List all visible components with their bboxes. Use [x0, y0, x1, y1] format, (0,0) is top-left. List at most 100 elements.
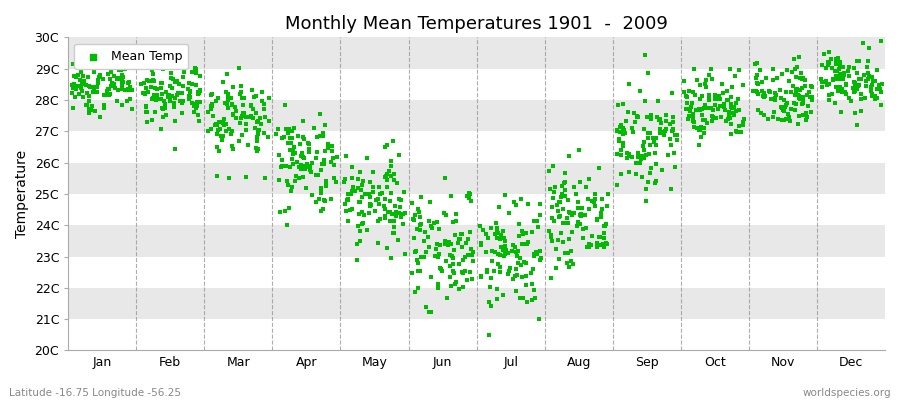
Point — [590, 217, 604, 224]
Point — [716, 81, 730, 88]
Point — [782, 78, 796, 84]
Point — [693, 95, 707, 102]
Point — [444, 241, 458, 248]
Point — [751, 91, 765, 98]
Point — [87, 54, 102, 60]
Point — [462, 190, 476, 196]
Point — [806, 97, 820, 103]
Point — [383, 198, 398, 204]
Point — [679, 92, 693, 99]
Point — [482, 332, 496, 338]
Point — [155, 91, 169, 97]
Point — [101, 85, 115, 92]
Point — [310, 148, 324, 155]
Point — [842, 73, 856, 79]
Point — [498, 243, 512, 250]
Point — [306, 125, 320, 131]
Point — [572, 220, 586, 227]
Point — [134, 81, 148, 87]
Point — [854, 95, 868, 102]
Point — [316, 133, 330, 139]
Point — [422, 309, 436, 315]
Point — [277, 102, 292, 108]
Point — [574, 213, 589, 220]
Point — [634, 174, 649, 180]
Point — [854, 76, 868, 82]
Point — [204, 106, 219, 112]
Point — [112, 50, 127, 56]
Point — [422, 218, 436, 224]
Point — [755, 87, 770, 94]
Point — [836, 76, 850, 82]
Point — [378, 212, 392, 219]
Point — [282, 205, 296, 211]
Point — [657, 132, 671, 138]
Point — [65, 82, 79, 88]
Point — [216, 133, 230, 140]
Point — [629, 170, 643, 177]
Point — [644, 142, 658, 148]
Point — [309, 172, 323, 178]
Point — [524, 270, 538, 276]
Point — [628, 119, 643, 126]
Point — [853, 76, 868, 82]
Point — [158, 112, 173, 118]
Point — [377, 203, 392, 209]
Point — [448, 278, 463, 285]
Point — [625, 124, 639, 131]
Point — [429, 241, 444, 248]
Point — [410, 260, 425, 266]
Point — [662, 121, 677, 128]
Point — [575, 204, 590, 211]
Point — [680, 94, 695, 100]
Point — [829, 56, 843, 62]
Point — [312, 132, 327, 139]
Point — [363, 200, 377, 207]
Point — [218, 100, 232, 106]
Point — [600, 190, 615, 197]
Point — [714, 96, 728, 102]
Point — [100, 88, 114, 94]
Point — [67, 81, 81, 88]
Point — [611, 102, 625, 108]
Point — [386, 224, 400, 230]
Point — [562, 210, 577, 216]
Point — [446, 268, 461, 274]
Point — [503, 264, 517, 271]
Point — [579, 225, 593, 232]
Point — [380, 171, 394, 177]
Point — [433, 265, 447, 271]
Point — [88, 108, 103, 114]
Point — [384, 254, 399, 261]
Point — [371, 217, 385, 224]
Point — [709, 95, 724, 102]
Point — [547, 189, 562, 196]
Point — [750, 60, 764, 66]
Point — [775, 71, 789, 77]
Point — [115, 102, 130, 108]
Point — [774, 104, 788, 110]
Point — [221, 175, 236, 182]
Point — [183, 94, 197, 101]
Point — [553, 198, 567, 205]
Point — [167, 100, 182, 106]
Point — [574, 211, 589, 218]
Point — [176, 83, 190, 89]
Point — [121, 80, 135, 86]
Point — [571, 205, 585, 212]
Point — [357, 212, 372, 218]
Point — [492, 264, 507, 270]
Point — [752, 80, 766, 87]
Point — [526, 266, 541, 272]
Point — [707, 96, 722, 102]
Point — [854, 108, 868, 114]
Point — [829, 59, 843, 66]
Point — [595, 206, 609, 213]
Point — [304, 169, 319, 176]
Point — [356, 178, 371, 184]
Point — [433, 242, 447, 248]
Point — [122, 87, 136, 93]
Point — [437, 175, 452, 182]
Point — [796, 75, 810, 81]
Point — [616, 143, 630, 149]
